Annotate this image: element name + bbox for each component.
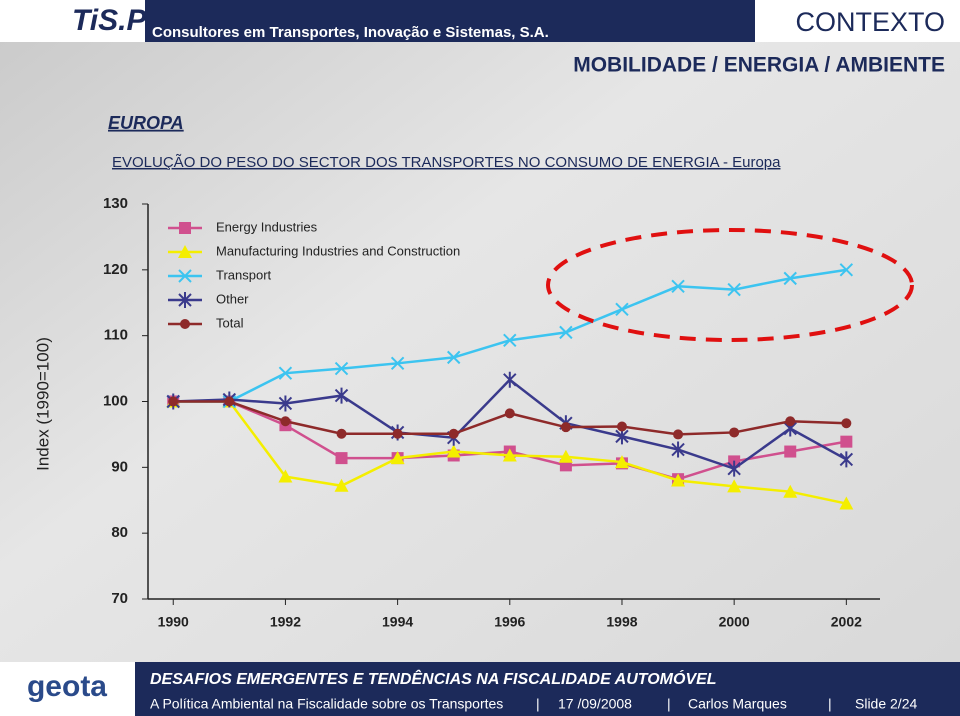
slide-title: EVOLUÇÃO DO PESO DO SECTOR DOS TRANSPORT…	[112, 154, 781, 171]
separator: |	[667, 696, 671, 712]
x-tick-label: 1990	[158, 614, 189, 630]
y-axis-label: Index (1990=100)	[33, 337, 52, 471]
marker	[671, 441, 685, 458]
marker	[503, 371, 517, 388]
date: 17 /09/2008	[558, 696, 632, 712]
separator: |	[828, 696, 832, 712]
footer-logo-box	[0, 662, 135, 716]
legend-label: Other	[216, 291, 249, 306]
y-tick-label: 90	[111, 458, 128, 475]
marker	[278, 366, 293, 380]
highlight-ellipse	[546, 228, 914, 342]
marker	[168, 396, 179, 407]
section: CONTEXTO	[795, 7, 945, 37]
marker	[841, 418, 852, 429]
marker	[503, 333, 517, 347]
marker	[783, 271, 797, 286]
marker	[336, 428, 347, 439]
footer-logo: geota	[27, 670, 107, 703]
marker	[446, 444, 461, 458]
marker	[335, 452, 348, 465]
marker	[671, 473, 686, 487]
x-tick-label: 1996	[494, 614, 525, 630]
x-tick-label: 1998	[606, 614, 637, 630]
legend-marker	[178, 245, 192, 258]
marker	[839, 263, 854, 277]
marker	[616, 421, 627, 432]
marker	[390, 356, 405, 371]
marker	[446, 350, 461, 365]
x-tick-label: 1992	[270, 614, 301, 630]
marker	[502, 448, 517, 462]
logo: TiS.PT	[72, 4, 167, 37]
legend-label: Transport	[216, 267, 272, 282]
author: Carlos Marques	[688, 696, 787, 712]
marker	[559, 325, 573, 340]
marker	[448, 428, 459, 439]
y-tick-label: 130	[103, 195, 128, 212]
marker	[334, 478, 349, 492]
footer-bar	[0, 662, 960, 716]
marker	[224, 396, 235, 407]
marker	[390, 451, 405, 465]
marker	[673, 429, 684, 440]
marker	[727, 282, 741, 297]
marker	[504, 408, 515, 419]
marker	[278, 395, 293, 412]
marker	[839, 496, 854, 510]
marker	[840, 435, 853, 448]
marker	[785, 416, 796, 427]
legend-label: Manufacturing Industries and Constructio…	[216, 243, 460, 258]
x-tick-label: 1994	[382, 614, 413, 630]
y-tick-label: 70	[111, 590, 128, 607]
marker	[839, 451, 854, 468]
marker	[727, 479, 742, 493]
topic: MOBILIDADE / ENERGIA / AMBIENTE	[573, 54, 945, 77]
plot: 70 80 90 100 110 120 130 1990 1992 1994 1996 1998 20…	[103, 195, 880, 630]
x-tick-label: 2002	[831, 614, 862, 630]
talk: A Política Ambiental na Fiscalidade sobr…	[150, 696, 503, 712]
y-tick-label: 80	[111, 524, 128, 541]
marker	[614, 455, 629, 469]
marker	[558, 449, 573, 463]
separator: |	[536, 696, 540, 712]
legend-marker	[178, 269, 192, 283]
marker	[729, 427, 740, 438]
event: DESAFIOS EMERGENTES E TENDÊNCIAS NA FISC…	[150, 669, 717, 688]
section-box	[755, 0, 960, 42]
x-tick-label: 2000	[719, 614, 750, 630]
marker	[783, 484, 798, 498]
legend-label: Energy Industries	[216, 219, 318, 234]
marker	[334, 387, 349, 404]
legend-marker	[179, 222, 191, 234]
legend-marker	[180, 319, 190, 329]
slide-number: Slide 2/24	[855, 696, 917, 712]
legend-label: Total	[216, 315, 244, 330]
marker	[727, 460, 741, 477]
marker	[280, 416, 291, 427]
logo-box	[0, 0, 145, 42]
company: Consultores em Transportes, Inovação e S…	[152, 24, 549, 41]
marker	[334, 361, 349, 376]
y-tick-label: 120	[103, 261, 128, 278]
marker	[278, 469, 293, 483]
marker	[784, 445, 797, 458]
region: EUROPA	[108, 113, 184, 133]
marker	[392, 428, 403, 439]
y-tick-label: 100	[103, 392, 128, 409]
y-tick-label: 110	[104, 327, 128, 344]
legend-marker	[178, 292, 192, 308]
marker	[615, 302, 629, 317]
marker	[671, 279, 685, 293]
marker	[560, 422, 571, 433]
